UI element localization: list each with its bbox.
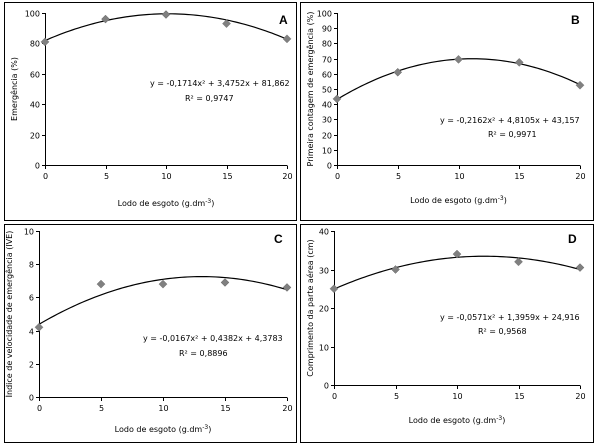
chart-panel-d: 0 10 20 30 40 0 5 10 15 20 y = -0,0571x² + 1,3959x… [300,224,594,443]
panel-letter: C [274,232,283,246]
data-point [393,67,403,77]
y-tick-label: 80 [30,40,40,49]
x-axis-title: Lodo de esgoto (g.dm-3) [410,195,507,205]
y-tick-label: 0 [35,162,40,171]
y-tick-label: 40 [319,228,329,237]
x-tick-label: 10 [161,172,171,181]
y-tick-label: 30 [319,267,329,276]
y-tick-label: 4 [29,328,34,337]
x-tick-label: 20 [575,392,585,401]
regression-equation: y = -0,0571x² + 1,3959x + 24,916 [440,313,580,322]
r-squared: R² = 0,8896 [179,349,228,358]
trend-curve [38,276,288,325]
panel-frame [300,2,594,221]
y-tick-label: 30 [322,116,332,125]
y-tick-label: 2 [29,361,34,370]
x-axis-title: Lodo de esgoto (g.dm-3) [118,198,215,208]
y-tick-label: 20 [319,305,329,314]
data-point [452,249,462,259]
data-point [101,14,110,24]
x-tick-label: 0 [37,404,42,413]
r-squared: R² = 0,9971 [488,130,537,139]
y-tick-label: 0 [324,382,329,391]
data-point [40,37,50,47]
r-squared: R² = 0,9747 [185,94,234,103]
data-point [34,322,44,332]
chart-panel-c: 0 2 4 6 8 10 0 5 10 15 20 y = -0,0167x² + 0,4382x +… [3,224,297,443]
r-squared: R² = 0,9568 [478,327,527,336]
data-point [454,55,463,64]
y-tick-label: 0 [327,162,332,171]
data-point [575,80,585,90]
y-tick-label: 90 [322,25,332,34]
y-axis-title: Primeira contagem de emergência (%) [305,12,315,167]
regression-equation: y = -0,2162x² + 4,8105x + 43,157 [440,116,580,125]
data-point [514,257,523,267]
panel-frame [4,224,297,443]
data-point [575,263,585,272]
y-tick-label: 10 [24,228,34,237]
y-tick-label: 100 [25,10,40,19]
y-tick-label: 50 [322,86,332,95]
data-point [220,278,230,287]
regression-equation: y = -0,1714x² + 3,4752x + 81,862 [150,79,290,88]
x-tick-label: 5 [394,392,399,401]
data-point [514,58,524,67]
y-tick-label: 60 [30,71,40,80]
x-tick-label: 10 [158,404,168,413]
panel-frame [4,2,297,221]
x-tick-label: 0 [335,172,340,181]
panel-frame [300,224,594,443]
y-tick-label: 8 [29,261,34,270]
data-point [161,10,171,19]
y-tick-label: 0 [29,394,34,403]
chart-panel-a: 0 20 40 60 80 100 0 5 10 15 20 y = -0,1714x² + 3,47… [4,2,297,221]
x-tick-label: 15 [514,392,524,401]
panel-letter: D [568,232,577,246]
x-tick-label: 5 [99,404,104,413]
y-axis-title: Emergência (%) [9,57,19,121]
y-tick-label: 6 [29,294,34,303]
y-tick-label: 80 [322,40,332,49]
x-tick-label: 20 [282,404,292,413]
panel-letter: B [571,13,580,27]
data-point [332,94,342,104]
x-axis-title: Lodo de esgoto (g.dm-3) [409,415,506,425]
x-tick-label: 10 [452,392,462,401]
panel-letter: A [279,13,288,27]
y-tick-label: 10 [322,147,332,156]
x-tick-label: 10 [454,172,464,181]
x-tick-label: 20 [282,172,292,181]
data-point [96,279,106,289]
x-tick-label: 15 [222,172,232,181]
data-point [282,34,292,44]
y-tick-label: 20 [322,132,332,141]
y-tick-label: 40 [30,101,40,110]
x-tick-label: 5 [104,172,109,181]
x-tick-label: 0 [43,172,48,181]
x-tick-label: 15 [220,404,230,413]
chart-panel-b: 0 10 20 30 40 50 60 70 80 90 100 0 5 10 15 20 y = -0,216… [300,2,594,221]
y-tick-label: 10 [319,344,329,353]
y-tick-label: 20 [30,132,40,141]
data-point [222,19,231,28]
y-axis-title: Índice de velocidade de emergência (IVE) [3,231,14,398]
data-point [282,283,292,292]
y-tick-label: 60 [322,71,332,80]
data-point [329,284,339,294]
y-tick-label: 40 [322,101,332,110]
y-tick-label: 70 [322,56,332,65]
y-axis-title: Comprimento da parte aérea (cm) [305,239,315,376]
x-tick-label: 0 [332,392,337,401]
regression-equation: y = -0,0167x² + 0,4382x + 4,3783 [143,334,283,343]
y-tick-label: 100 [317,10,332,19]
x-tick-label: 15 [514,172,524,181]
data-point [158,279,168,289]
x-tick-label: 5 [396,172,401,181]
data-point [391,265,400,274]
x-tick-label: 20 [575,172,585,181]
x-axis-title: Lodo de esgoto (g.dm-3) [115,424,212,434]
